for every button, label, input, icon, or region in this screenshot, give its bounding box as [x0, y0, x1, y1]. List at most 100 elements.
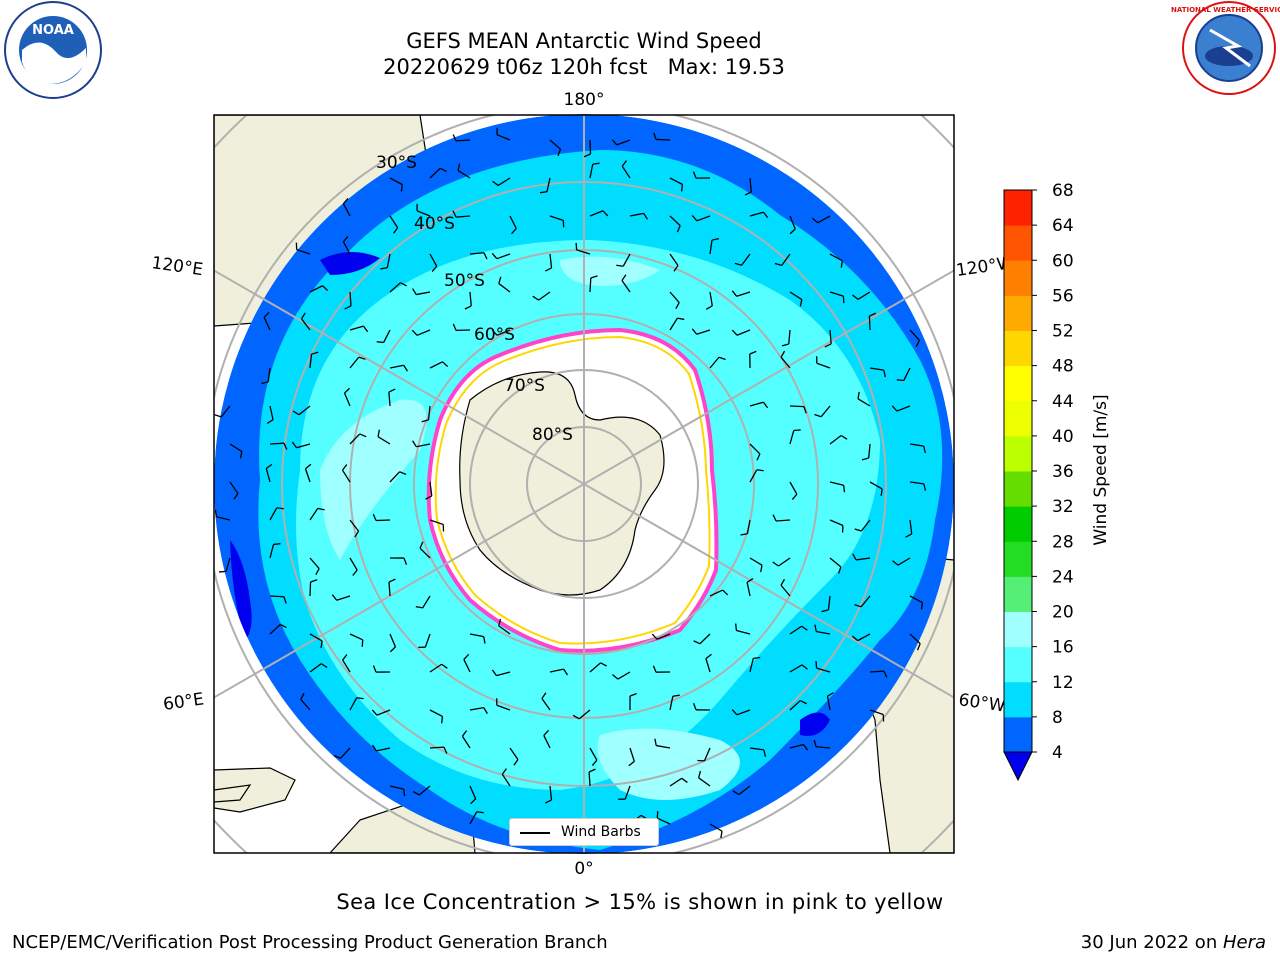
map-frame	[213, 114, 955, 854]
wind-barb-flag	[892, 560, 899, 566]
wind-barb-staff	[589, 139, 592, 155]
wind-barb-flag	[891, 405, 898, 412]
colorbar-tick-label: 40	[1052, 427, 1074, 447]
wind-barb-staff	[300, 699, 311, 711]
wind-barb-flag	[376, 341, 384, 344]
colorbar-segment	[1004, 506, 1032, 542]
colorbar-tick-label: 68	[1052, 181, 1074, 201]
wind-barb-staff	[455, 215, 471, 218]
wind-barb-staff	[857, 398, 871, 407]
wind-barb-staff	[617, 671, 631, 680]
wind-barb-flag	[731, 329, 738, 336]
wind-barb-flag	[654, 738, 657, 746]
wind-barb-staff	[225, 557, 231, 572]
wind-barb-staff	[389, 471, 401, 483]
wind-barb-flag	[869, 312, 877, 317]
wind-barb-staff	[469, 785, 477, 800]
wind-barb-flag	[431, 265, 438, 273]
wind-barb-staff	[422, 595, 431, 609]
colorbar-tick-label: 16	[1052, 638, 1074, 658]
wind-barb-flag	[483, 707, 488, 714]
wind-barb-flag	[415, 605, 423, 609]
colorbar-tick-label: 44	[1052, 392, 1074, 412]
wind-barb-staff	[749, 211, 764, 217]
wind-barb-flag	[400, 184, 403, 192]
wind-barb-staff	[416, 291, 431, 296]
wind-barb-staff	[457, 169, 471, 179]
wind-barb-staff	[429, 253, 438, 267]
wind-barb-staff	[589, 662, 601, 673]
wind-barb-staff	[816, 667, 831, 673]
wind-barb-flag	[583, 153, 591, 158]
wind-barb-flag	[403, 364, 409, 372]
wind-barb-staff	[549, 668, 564, 673]
wind-barb-staff	[349, 433, 361, 445]
wind-barb-staff	[509, 215, 517, 229]
wind-barb-flag	[218, 570, 227, 573]
wind-barb-staff	[669, 215, 681, 227]
wind-barb-flag	[557, 149, 562, 157]
wind-barb-staff	[746, 519, 751, 534]
band-4-8-sw	[800, 712, 830, 736]
wind-barbs	[214, 127, 927, 843]
sea-ice-caption: Sea Ice Concentration > 15% is shown in …	[336, 890, 944, 914]
wind-barb-staff	[388, 581, 391, 597]
wind-barb-staff	[589, 164, 594, 179]
wind-barb-staff	[829, 291, 844, 297]
wind-barb-flag	[541, 692, 547, 699]
noaa-logo: NOAA	[4, 1, 102, 99]
wind-barb-flag	[676, 225, 681, 233]
wind-barb-flag	[310, 579, 318, 583]
wind-barb-staff	[429, 167, 441, 179]
wind-barb-staff	[416, 443, 431, 448]
wind-barb-flag	[283, 596, 287, 604]
wind-barb-flag	[305, 463, 312, 470]
wind-barb-staff	[549, 785, 553, 800]
wind-barb-flag	[491, 329, 498, 336]
wind-barb-staff	[657, 817, 671, 825]
wind-barb-staff	[909, 329, 920, 341]
wind-barb-staff	[424, 633, 431, 648]
wind-barb-staff	[269, 442, 285, 445]
wind-barb-flag	[600, 662, 608, 667]
wind-barb-flag	[464, 305, 472, 310]
wind-barb-staff	[349, 697, 358, 711]
wind-barb-flag	[572, 714, 580, 720]
wind-barb-flag	[801, 625, 808, 631]
wind-barb-staff	[309, 507, 319, 521]
wind-barb-flag	[672, 694, 680, 697]
antarctica-land	[459, 371, 665, 596]
wind-barb-staff	[655, 138, 671, 141]
wind-barb-staff	[549, 253, 553, 268]
wind-barb-staff	[816, 362, 831, 369]
wind-barb-flag	[842, 485, 846, 493]
wind-barb-staff	[869, 709, 884, 716]
wind-barb-flag	[705, 653, 712, 660]
wind-barb-staff	[624, 785, 631, 800]
colorbar-tick-label: 12	[1052, 673, 1074, 693]
wind-barb-staff	[389, 177, 403, 186]
wind-barb-flag	[261, 381, 269, 385]
wind-barb-flag	[342, 654, 348, 661]
wind-barb-staff	[377, 436, 391, 445]
wind-barb-staff	[469, 811, 478, 825]
footer-date: 30 Jun 2022 on Hera	[1081, 932, 1266, 953]
wind-barb-flag	[276, 507, 284, 510]
band-4-8-nw	[320, 251, 380, 275]
wind-barb-staff	[429, 481, 433, 496]
wind-barb-staff	[269, 507, 278, 521]
wind-barb-staff	[386, 253, 391, 268]
lat-label-50s: 50°S	[444, 271, 485, 291]
wind-barb-flag	[629, 692, 637, 697]
wind-barb-flag	[452, 134, 457, 142]
wind-barb-flag	[263, 311, 270, 318]
wind-barb-staff	[349, 291, 352, 307]
wind-barb-flag	[483, 252, 488, 260]
wind-barb-staff	[304, 468, 311, 483]
wind-barb-flag	[498, 276, 502, 284]
wind-barb-staff	[389, 364, 404, 369]
wind-barb-flag	[563, 668, 569, 676]
wind-barb-staff	[220, 405, 231, 418]
lat-label-40s: 40°S	[414, 214, 455, 234]
wind-barb-flag	[883, 369, 886, 378]
